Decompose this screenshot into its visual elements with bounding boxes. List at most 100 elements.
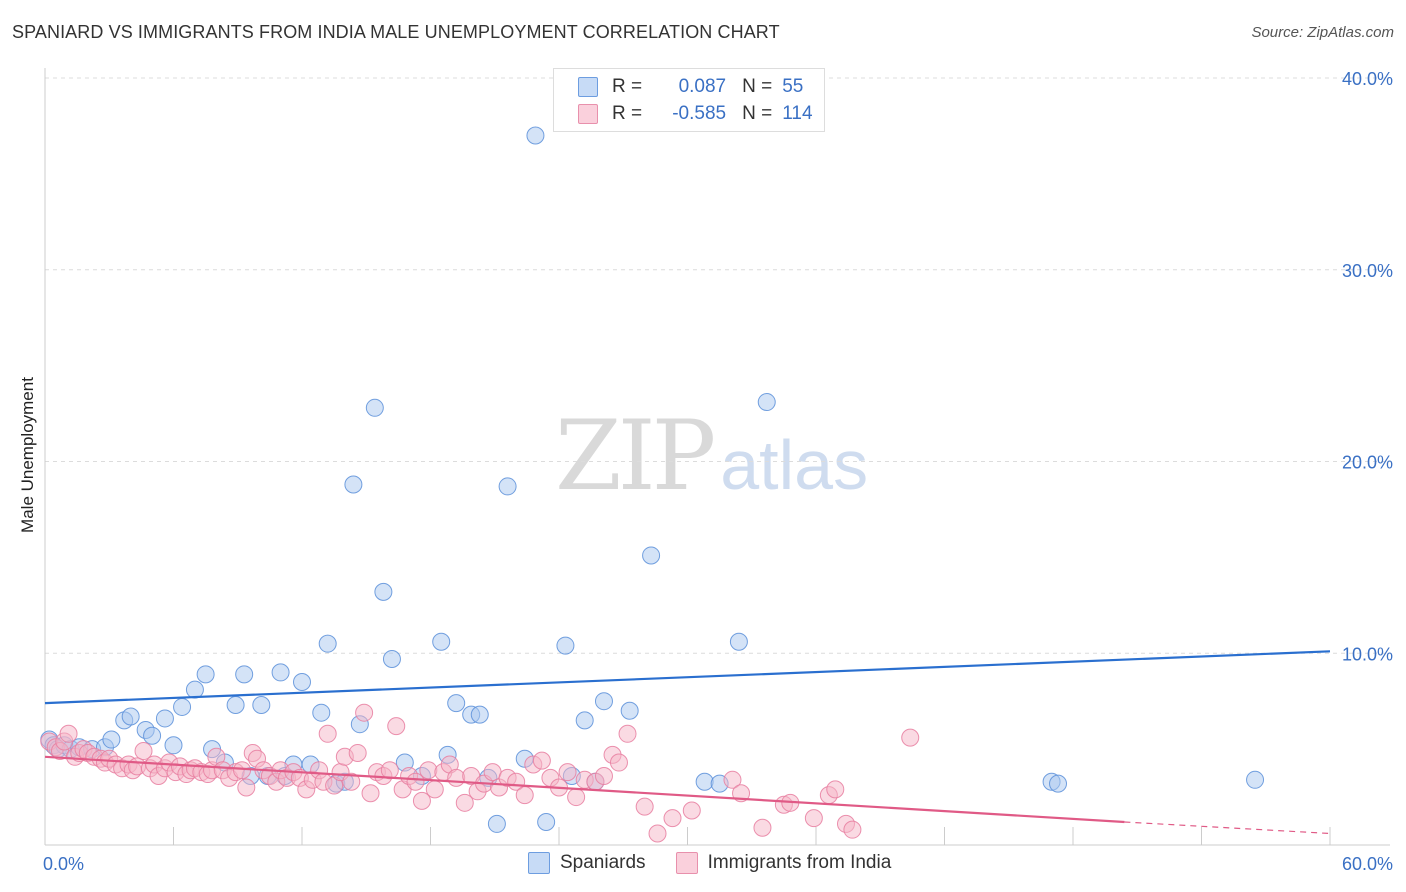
- spaniards-point: [173, 697, 192, 716]
- y-tick-label: 10.0%: [1342, 644, 1393, 664]
- india-point: [804, 809, 823, 828]
- legend-n-value: 114: [782, 103, 813, 124]
- india-point: [342, 772, 361, 791]
- correlation-legend: R = 0.087 N = 55 R = -0.585 N = 114: [553, 68, 825, 132]
- india-point: [233, 761, 252, 780]
- legend-row-spaniards: R = 0.087 N = 55: [578, 74, 803, 100]
- india-point: [406, 772, 425, 791]
- spaniards-point: [526, 126, 545, 145]
- spaniards-point: [594, 692, 613, 711]
- spaniards-point: [537, 812, 556, 831]
- spaniards-point: [235, 665, 254, 684]
- spaniards-point: [271, 663, 290, 682]
- legend-r-label: R =: [612, 76, 643, 97]
- spaniards-point: [293, 673, 311, 692]
- india-trend-extension: [1124, 821, 1331, 835]
- india-point: [567, 788, 586, 807]
- india-point: [134, 742, 153, 761]
- legend-swatch-spaniards: [578, 77, 598, 97]
- spaniards-point: [318, 634, 337, 653]
- legend-item-india[interactable]: Immigrants from India: [675, 852, 892, 874]
- india-point: [318, 724, 337, 743]
- spaniards-point: [642, 546, 661, 565]
- spaniards-point: [432, 632, 451, 651]
- india-point: [826, 780, 845, 799]
- spaniards-point: [252, 696, 271, 715]
- legend-r-value: 0.087: [678, 76, 727, 97]
- legend-row-india: R = -0.585 N = 114: [578, 101, 813, 127]
- legend-n-label: N =: [742, 76, 773, 97]
- x-tick-label: 0.0%: [43, 854, 84, 874]
- spaniards-point: [487, 814, 506, 833]
- series-legend: Spaniards Immigrants from India: [528, 852, 921, 874]
- source-label: Source: ZipAtlas.com: [1251, 24, 1394, 41]
- india-point: [515, 786, 534, 805]
- spaniards-point: [447, 694, 466, 713]
- india-point: [901, 728, 920, 747]
- spaniards-point: [1246, 770, 1265, 789]
- spaniards-point: [470, 705, 489, 724]
- legend-n-label: N =: [742, 103, 773, 124]
- india-point: [455, 793, 474, 812]
- india-point: [594, 766, 613, 785]
- spaniards-trend-line: [44, 650, 1331, 705]
- x-tick-label: 60.0%: [1342, 854, 1393, 874]
- legend-swatch-india: [578, 104, 598, 124]
- india-point: [425, 780, 444, 799]
- spaniards-point: [121, 707, 140, 726]
- india-point: [355, 703, 374, 722]
- india-point: [59, 724, 78, 743]
- india-point: [648, 824, 667, 843]
- spaniards-point: [498, 477, 517, 496]
- india-point: [348, 743, 367, 762]
- chart-title: SPANIARD VS IMMIGRANTS FROM INDIA MALE U…: [12, 22, 780, 42]
- india-point: [387, 717, 406, 736]
- spaniards-point: [1049, 774, 1068, 793]
- spaniards-point: [556, 636, 575, 655]
- india-point: [635, 797, 654, 816]
- spaniards-point: [374, 582, 393, 601]
- india-point: [237, 778, 256, 797]
- spaniards-point: [695, 772, 714, 791]
- spaniards-point: [757, 393, 776, 412]
- spaniards-point: [729, 632, 748, 651]
- india-point: [447, 768, 466, 787]
- india-point: [412, 791, 431, 810]
- spaniards-point: [365, 398, 384, 417]
- y-tick-label: 40.0%: [1342, 69, 1393, 89]
- y-tick-label: 20.0%: [1342, 453, 1393, 473]
- spaniards-point: [155, 709, 174, 728]
- india-point: [558, 763, 577, 782]
- spaniards-point: [185, 680, 204, 699]
- spaniards-point: [575, 711, 594, 730]
- spaniards-point: [226, 696, 245, 715]
- india-point: [532, 751, 551, 770]
- legend-item-spaniards[interactable]: Spaniards: [528, 852, 646, 874]
- india-point: [609, 753, 628, 772]
- india-point: [618, 724, 637, 743]
- spaniards-point: [102, 730, 121, 749]
- spaniards-point: [143, 726, 162, 745]
- india-point: [419, 761, 438, 780]
- legend-label-india: Immigrants from India: [707, 852, 892, 873]
- india-point: [663, 809, 682, 828]
- legend-r-label: R =: [612, 103, 643, 124]
- india-point: [723, 770, 742, 789]
- spaniards-point: [344, 475, 363, 494]
- india-point: [483, 763, 502, 782]
- india-point: [753, 818, 772, 837]
- india-trend-line: [44, 755, 1125, 824]
- spaniards-point: [164, 736, 183, 755]
- legend-swatch-spaniards: [528, 852, 550, 874]
- spaniards-point: [312, 703, 331, 722]
- legend-n-value: 55: [782, 76, 804, 97]
- spaniards-point: [382, 650, 401, 669]
- india-point: [682, 801, 701, 820]
- y-tick-label: 30.0%: [1342, 261, 1393, 281]
- spaniards-point: [620, 701, 639, 720]
- india-point: [361, 784, 380, 803]
- legend-swatch-india: [675, 852, 698, 874]
- spaniards-point: [196, 665, 215, 684]
- legend-r-value: -0.585: [672, 103, 727, 124]
